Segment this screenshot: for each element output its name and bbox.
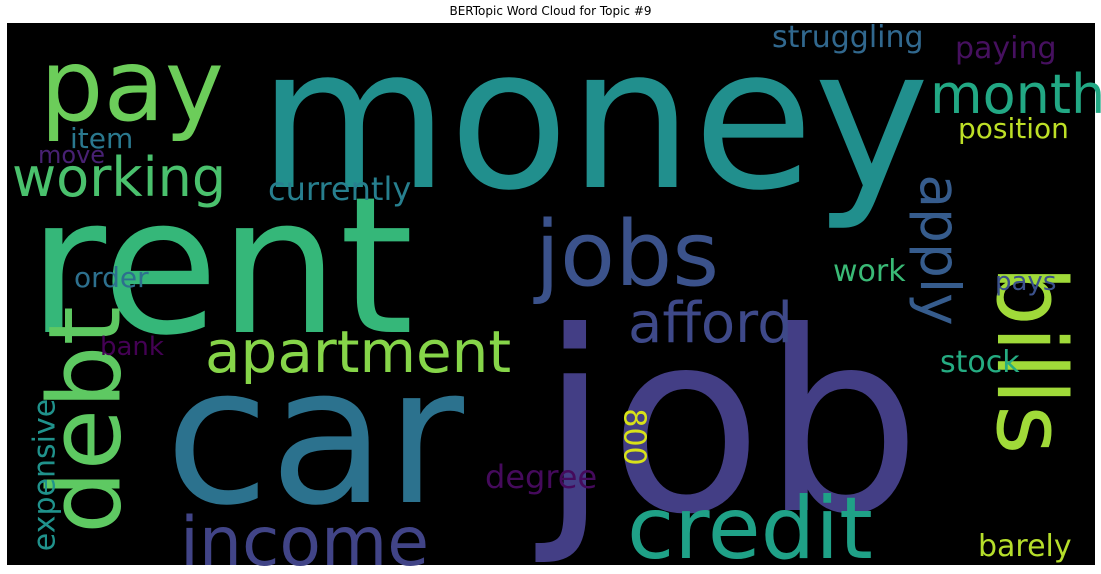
word-stock: stock [940, 345, 1020, 380]
word-expensive: expensive [28, 399, 63, 551]
word-job: job [535, 278, 921, 569]
word-apartment: apartment [205, 318, 511, 386]
word-struggling: struggling [772, 20, 924, 55]
word-debt: debt [27, 306, 144, 534]
word-move: move [38, 141, 105, 169]
word-bills: bills [975, 266, 1085, 455]
word-apply: apply [908, 174, 972, 325]
word-currently: currently [268, 170, 411, 208]
word-month: month [930, 63, 1101, 126]
word-money: money [258, 6, 930, 234]
word-pay: pay [40, 27, 224, 144]
word-position: position [958, 112, 1069, 145]
word-credit: credit [627, 479, 873, 574]
word-order: order [74, 261, 149, 294]
word-working: working [12, 146, 226, 209]
word-income: income [180, 503, 429, 574]
cloud-background [7, 23, 1095, 565]
word-car: car [165, 326, 465, 547]
word-barely: barely [978, 529, 1072, 564]
word-paying: paying [955, 31, 1057, 66]
word-degree: degree [485, 458, 597, 496]
word-item: item [70, 122, 133, 155]
word-800: 800 [617, 408, 652, 465]
word-jobs: jobs [533, 202, 719, 307]
word-pays: pays [995, 267, 1056, 297]
word-afford: afford [628, 291, 793, 356]
word-rent: rent [28, 156, 414, 377]
chart-title: BERTopic Word Cloud for Topic #9 [449, 4, 652, 18]
word-bank: bank [100, 332, 164, 362]
word-work: work [833, 254, 906, 289]
